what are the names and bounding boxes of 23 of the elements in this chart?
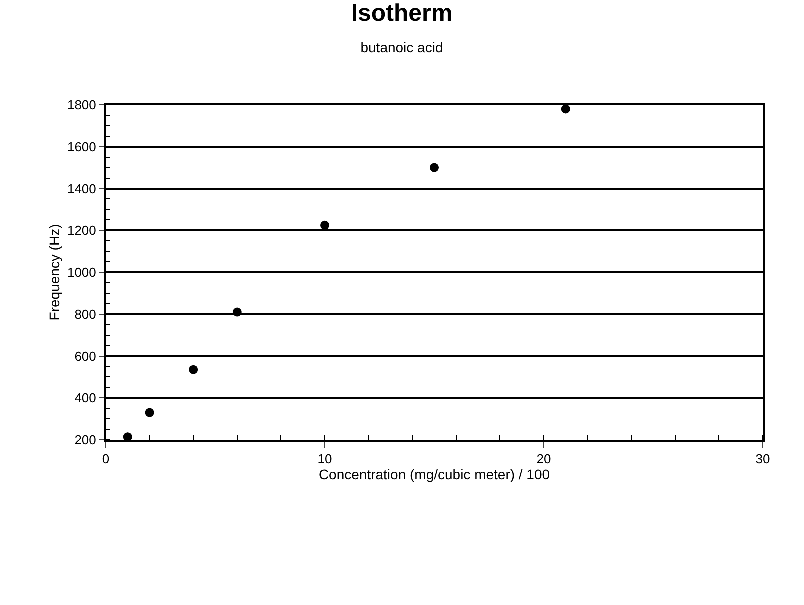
y-tick-label: 1600: [67, 139, 96, 154]
x-tick-label: 30: [756, 452, 770, 467]
y-tick-label: 600: [74, 348, 96, 364]
y-tick-label: 1800: [67, 98, 96, 113]
chart-subtitle: butanoic acid: [360, 39, 444, 56]
x-tick-label: 20: [536, 452, 552, 467]
point: [189, 365, 198, 374]
y-axis-title: Frequency (Hz): [46, 224, 63, 321]
point: [561, 104, 570, 114]
y-tick-label: 1400: [67, 181, 96, 196]
y-tick-label: 800: [74, 306, 96, 322]
y-tick-label: 400: [74, 390, 96, 406]
point: [232, 308, 242, 317]
point: [430, 163, 439, 172]
y-tick-label: 1000: [67, 265, 96, 280]
x-tick-label: 0: [102, 452, 110, 467]
point: [320, 220, 330, 230]
y-tick-label: 1200: [67, 223, 96, 238]
y-tick-label: 200: [74, 432, 96, 448]
x-tick-label: 10: [318, 452, 332, 467]
x-axis-title: Concentration (mg/cubic meter) / 100: [318, 466, 550, 483]
point: [145, 408, 154, 418]
chart-title: Isotherm: [351, 0, 453, 28]
